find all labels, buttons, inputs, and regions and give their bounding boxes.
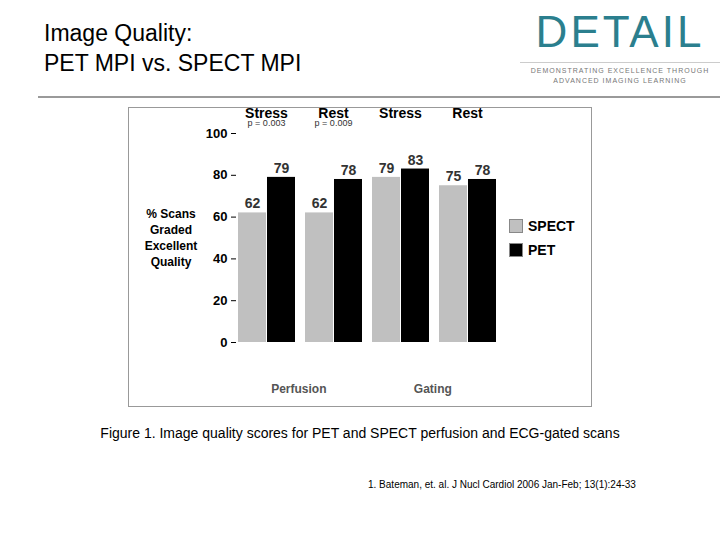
html-text:PET: PET bbox=[528, 242, 556, 258]
svg-text:62: 62 bbox=[245, 195, 261, 211]
svg-text:62: 62 bbox=[312, 195, 328, 211]
svg-text:0: 0 bbox=[220, 335, 227, 350]
html-text:DEMONSTRATING EXCELLENCE THROU: DEMONSTRATING EXCELLENCE THROUGH bbox=[530, 67, 710, 74]
svg-text:80: 80 bbox=[213, 167, 227, 182]
svg-text:p = 0.009: p = 0.009 bbox=[315, 118, 353, 128]
html-text:% Scans Graded Excellent Quali: % Scans Graded Excellent Quality bbox=[144, 207, 198, 269]
html-text:Figure 1. Image quality scores: Figure 1. Image quality scores for PET a… bbox=[100, 425, 620, 441]
html-text:Image Quality:: Image Quality: bbox=[44, 20, 193, 46]
svg-text:78: 78 bbox=[341, 162, 357, 178]
svg-text:78: 78 bbox=[475, 162, 491, 178]
svg-text:20: 20 bbox=[213, 293, 227, 308]
svg-text:60: 60 bbox=[213, 209, 227, 224]
svg-text:83: 83 bbox=[408, 152, 424, 168]
svg-text:79: 79 bbox=[274, 160, 290, 176]
svg-text:100: 100 bbox=[206, 126, 228, 141]
svg-text:Stress: Stress bbox=[379, 108, 422, 121]
html-text:SPECT: SPECT bbox=[528, 218, 575, 234]
html-text:PET MPI vs. SPECT MPI: PET MPI vs. SPECT MPI bbox=[44, 50, 302, 76]
svg-text:Gating: Gating bbox=[414, 382, 452, 396]
svg-text:Perfusion: Perfusion bbox=[271, 382, 326, 396]
svg-text:40: 40 bbox=[213, 251, 227, 266]
html-text:DETAIL: DETAIL bbox=[535, 7, 705, 56]
svg-text:p = 0.003: p = 0.003 bbox=[248, 118, 286, 128]
html-text:1. Bateman, et. al. J Nucl Car: 1. Bateman, et. al. J Nucl Cardiol 2006 … bbox=[368, 479, 636, 490]
svg-text:79: 79 bbox=[379, 160, 395, 176]
html-text:ADVANCED IMAGING LEARNING: ADVANCED IMAGING LEARNING bbox=[553, 77, 687, 84]
svg-text:Rest: Rest bbox=[452, 108, 483, 121]
svg-text:75: 75 bbox=[446, 168, 462, 184]
